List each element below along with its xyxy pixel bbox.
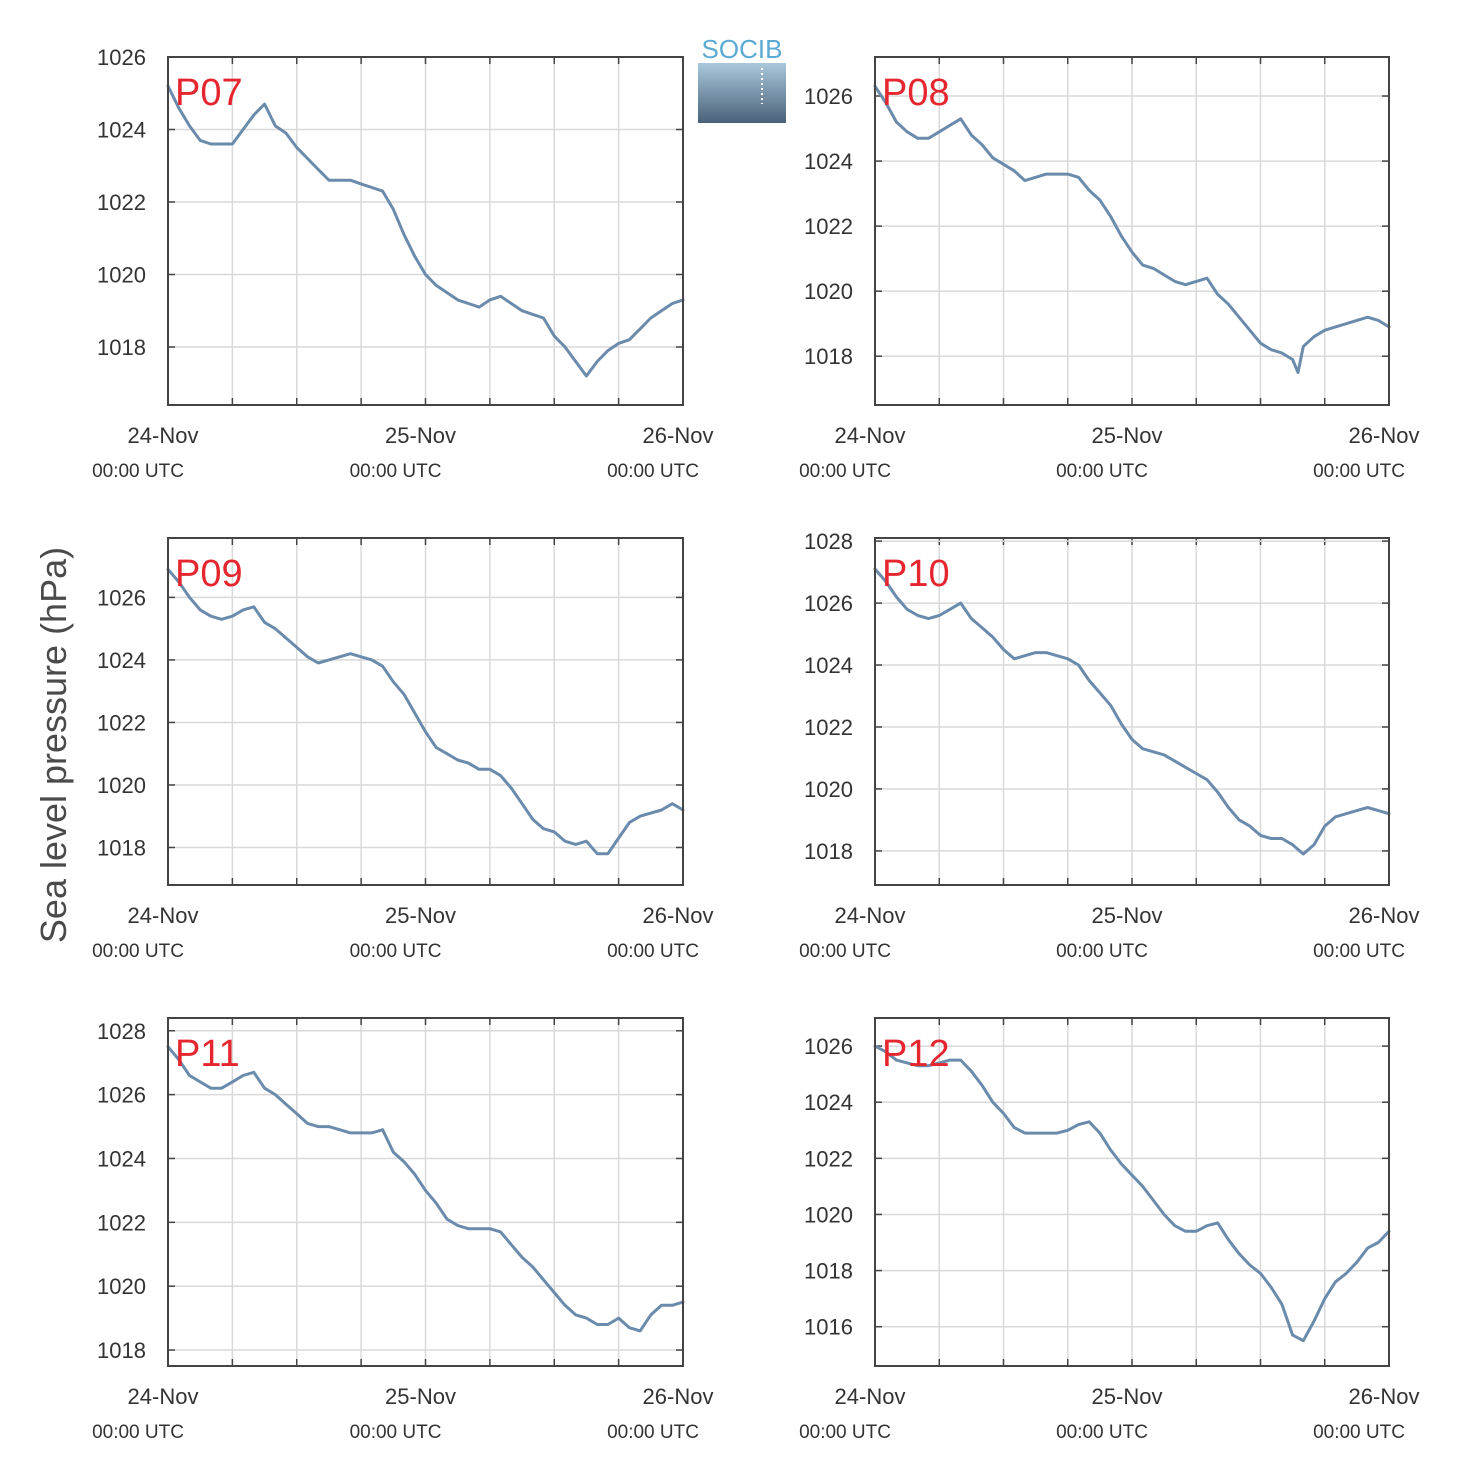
y-tick-label: 1016 xyxy=(804,1315,853,1340)
x-tick-label-day: 26-Nov xyxy=(643,423,714,448)
x-tick-label-day: 24-Nov xyxy=(835,903,906,928)
panel-label-p10: P10 xyxy=(882,553,950,595)
y-tick-label: 1022 xyxy=(804,214,853,239)
x-tick-label-time: 00:00 UTC xyxy=(350,1422,442,1443)
series-line-p07 xyxy=(166,84,685,378)
series-line-p09 xyxy=(166,567,685,856)
y-tick-label: 1026 xyxy=(97,45,146,70)
x-tick-label-time: 00:00 UTC xyxy=(799,941,891,962)
y-tick-label: 1022 xyxy=(804,715,853,740)
panel-p07: 1018 1020 1022 1024 1026 24-Nov 00:00 UTC 25-No… xyxy=(92,45,713,482)
plot-frame xyxy=(874,56,1390,406)
x-tick-label-day: 26-Nov xyxy=(1349,903,1420,928)
x-tick-label-time: 00:00 UTC xyxy=(607,941,699,962)
x-tick-label-day: 26-Nov xyxy=(1349,423,1420,448)
x-tick-label-day: 25-Nov xyxy=(1092,423,1163,448)
y-tick-label: 1020 xyxy=(804,1202,853,1227)
panel-p10: 1018 1020 1022 1024 1026 1028 24-Nov 00:00 UTC 2… xyxy=(799,529,1419,962)
y-tick-label: 1018 xyxy=(97,835,146,860)
x-tick-label-time: 00:00 UTC xyxy=(1313,461,1405,482)
x-tick-label-time: 00:00 UTC xyxy=(799,461,891,482)
series-line-p10 xyxy=(873,567,1391,856)
y-tick-label: 1024 xyxy=(804,653,853,678)
y-tick-label: 1024 xyxy=(804,1090,853,1115)
y-tick-label: 1018 xyxy=(97,335,146,360)
y-tick-label: 1028 xyxy=(97,1019,146,1044)
plot-frame xyxy=(874,537,1390,886)
x-tick-label-time: 00:00 UTC xyxy=(92,461,184,482)
x-tick-label-time: 00:00 UTC xyxy=(92,1422,184,1443)
y-tick-label: 1026 xyxy=(97,585,146,610)
y-tick-label: 1018 xyxy=(804,1259,853,1284)
x-tick-label-day: 24-Nov xyxy=(128,903,199,928)
socib-logo: SOCIB xyxy=(698,34,786,123)
panel-label-p08: P08 xyxy=(882,72,950,114)
plot-frame xyxy=(167,537,684,886)
panel-p12: 1016 1018 1020 1022 1024 1026 24-Nov 00:00 UTC 2… xyxy=(799,1017,1420,1443)
series-line-p08 xyxy=(873,84,1391,374)
y-tick-label: 1026 xyxy=(804,84,853,109)
x-tick-label-day: 26-Nov xyxy=(1349,1384,1420,1409)
x-tick-label-day: 25-Nov xyxy=(385,1384,456,1409)
x-tick-label-time: 00:00 UTC xyxy=(92,941,184,962)
x-tick-label-time: 00:00 UTC xyxy=(799,1422,891,1443)
x-tick-label-day: 24-Nov xyxy=(128,423,199,448)
panel-label-p11: P11 xyxy=(175,1033,240,1075)
plot-frame xyxy=(167,1017,684,1367)
y-tick-label: 1028 xyxy=(804,529,853,554)
y-tick-label: 1020 xyxy=(804,777,853,802)
plot-frame xyxy=(874,1017,1390,1367)
panel-p08: 1018 1020 1022 1024 1026 24-Nov 00:00 UTC 25-No… xyxy=(799,56,1420,482)
y-tick-label: 1020 xyxy=(97,263,146,288)
x-tick-label-time: 00:00 UTC xyxy=(1056,941,1148,962)
series-line-p11 xyxy=(166,1045,685,1333)
x-tick-label-time: 00:00 UTC xyxy=(607,1422,699,1443)
x-tick-label-day: 25-Nov xyxy=(1092,1384,1163,1409)
panel-p11: 1018 1020 1022 1024 1026 1028 24-Nov 00:00 UTC 2… xyxy=(92,1017,714,1443)
y-tick-label: 1020 xyxy=(97,1274,146,1299)
y-tick-label: 1022 xyxy=(97,1210,146,1235)
x-tick-label-time: 00:00 UTC xyxy=(1313,1422,1405,1443)
y-tick-label: 1024 xyxy=(804,149,853,174)
x-tick-label-time: 00:00 UTC xyxy=(607,461,699,482)
series-line-p12 xyxy=(873,1044,1391,1343)
panel-label-p07: P07 xyxy=(175,72,243,114)
y-tick-label: 1018 xyxy=(804,344,853,369)
x-tick-label-day: 26-Nov xyxy=(643,1384,714,1409)
y-tick-label: 1022 xyxy=(804,1146,853,1171)
x-tick-label-time: 00:00 UTC xyxy=(1056,1422,1148,1443)
y-tick-label: 1024 xyxy=(97,1146,146,1171)
x-tick-label-day: 26-Nov xyxy=(643,903,714,928)
x-tick-label-time: 00:00 UTC xyxy=(1313,941,1405,962)
y-tick-label: 1020 xyxy=(804,279,853,304)
y-tick-label: 1022 xyxy=(97,190,146,215)
logo-text: SOCIB xyxy=(702,34,783,64)
y-tick-label: 1024 xyxy=(97,118,146,143)
x-tick-label-day: 25-Nov xyxy=(385,423,456,448)
y-tick-label: 1024 xyxy=(97,648,146,673)
y-tick-label: 1018 xyxy=(97,1338,146,1363)
x-tick-label-time: 00:00 UTC xyxy=(350,941,442,962)
x-tick-label-time: 00:00 UTC xyxy=(350,461,442,482)
y-tick-label: 1026 xyxy=(97,1083,146,1108)
y-axis-label: Sea level pressure (hPa) xyxy=(33,547,74,943)
x-tick-label-day: 25-Nov xyxy=(1092,903,1163,928)
panel-label-p12: P12 xyxy=(882,1033,950,1075)
y-tick-label: 1026 xyxy=(804,591,853,616)
x-tick-label-time: 00:00 UTC xyxy=(1056,461,1148,482)
x-tick-label-day: 25-Nov xyxy=(385,903,456,928)
x-tick-label-day: 24-Nov xyxy=(835,423,906,448)
logo-shape xyxy=(698,63,786,123)
y-tick-label: 1026 xyxy=(804,1034,853,1059)
x-tick-label-day: 24-Nov xyxy=(835,1384,906,1409)
y-tick-label: 1022 xyxy=(97,710,146,735)
panel-p09: 1018 1020 1022 1024 1026 24-Nov 00:00 UTC 25-No… xyxy=(92,537,714,962)
y-tick-label: 1018 xyxy=(804,839,853,864)
y-tick-label: 1020 xyxy=(97,773,146,798)
x-tick-label-day: 24-Nov xyxy=(128,1384,199,1409)
panel-label-p09: P09 xyxy=(175,553,243,595)
plot-frame xyxy=(167,56,684,406)
